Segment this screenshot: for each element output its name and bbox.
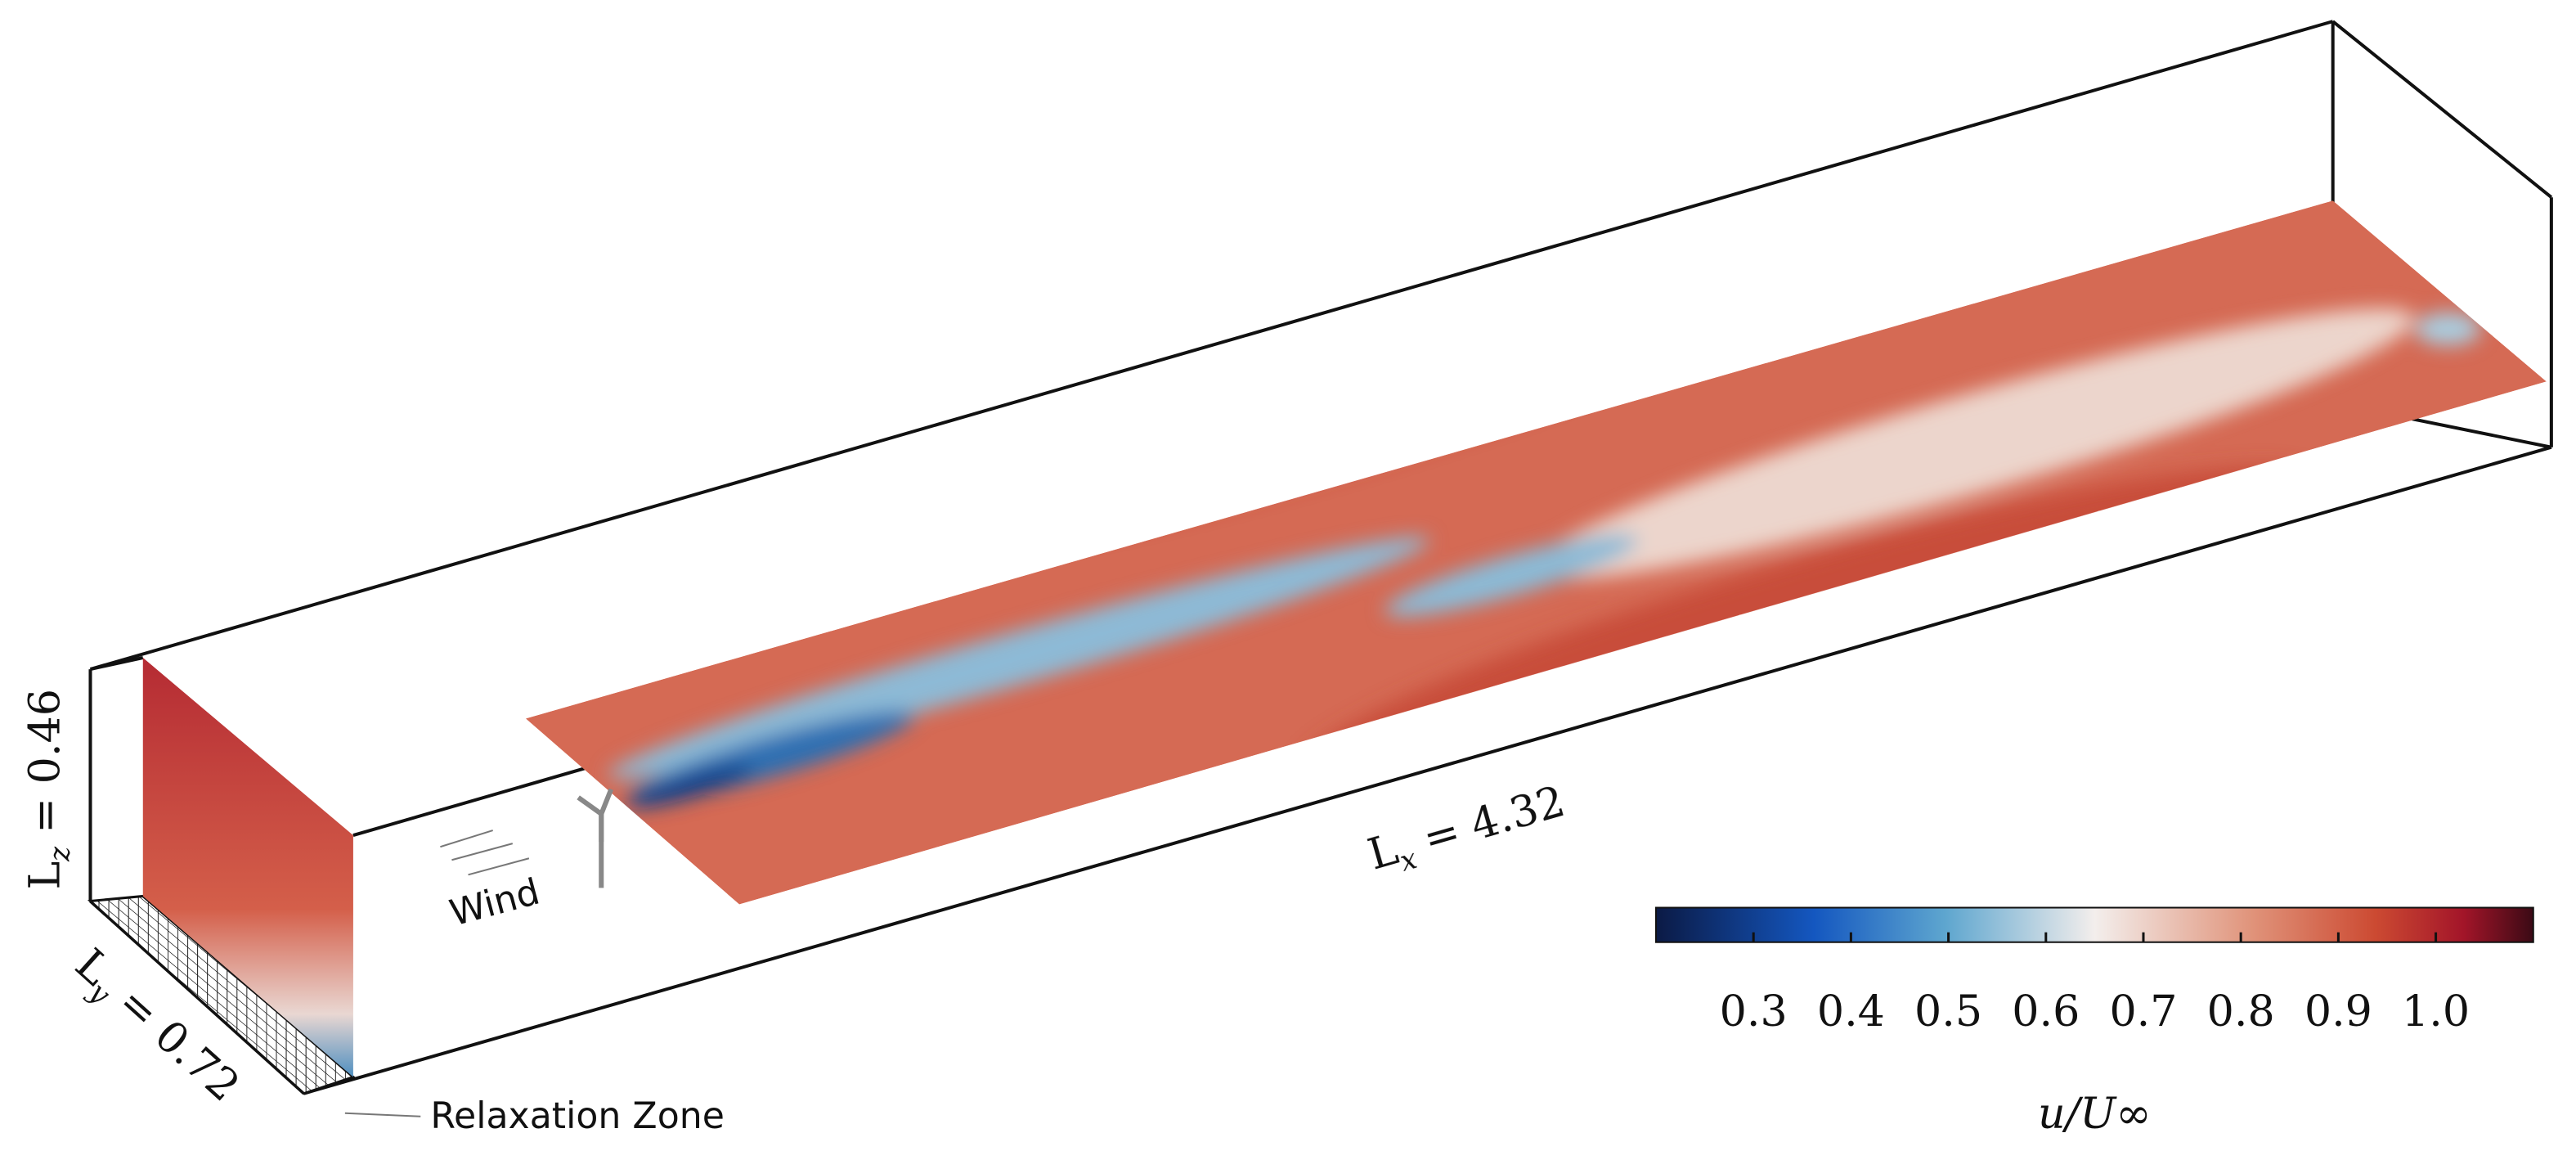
colorbar: 0.3 0.4 0.5 0.6 0.7 0.8 0.9 1.0 u/U∞ xyxy=(1654,906,2534,1139)
lz-name: L xyxy=(20,861,70,890)
turbine xyxy=(577,788,614,888)
relaxation-arrow xyxy=(344,1112,421,1117)
colorbar-tick-label: 0.7 xyxy=(2109,987,2177,1036)
lz-value: = 0.46 xyxy=(20,689,70,834)
domain-box xyxy=(88,20,2553,1095)
lx-value: = 4.32 xyxy=(1418,777,1570,864)
colorbar-tick-label: 0.9 xyxy=(2304,987,2372,1036)
lx-label: Lx= 4.32 xyxy=(1362,777,1572,886)
inlet-plane xyxy=(142,658,353,1077)
colorbar-tick-label: 0.5 xyxy=(1914,987,1982,1036)
lz-sub: z xyxy=(43,846,76,862)
relaxation-label: Relaxation Zone xyxy=(430,1095,725,1137)
colorbar-tick-label: 0.8 xyxy=(2207,987,2275,1036)
colorbar-tick-label: 0.3 xyxy=(1720,987,1788,1036)
wind-label: Wind xyxy=(446,871,544,935)
colorbar-tick-label: 0.4 xyxy=(1817,987,1885,1036)
lz-label: Lz = 0.46 xyxy=(20,689,76,890)
colorbar-fill xyxy=(1654,906,2534,943)
colorbar-tick-label: 1.0 xyxy=(2402,987,2470,1036)
wind-arrows xyxy=(440,830,530,876)
colorbar-tick-label: 0.6 xyxy=(2012,987,2080,1036)
colorbar-label: u/U∞ xyxy=(2038,1090,2152,1139)
